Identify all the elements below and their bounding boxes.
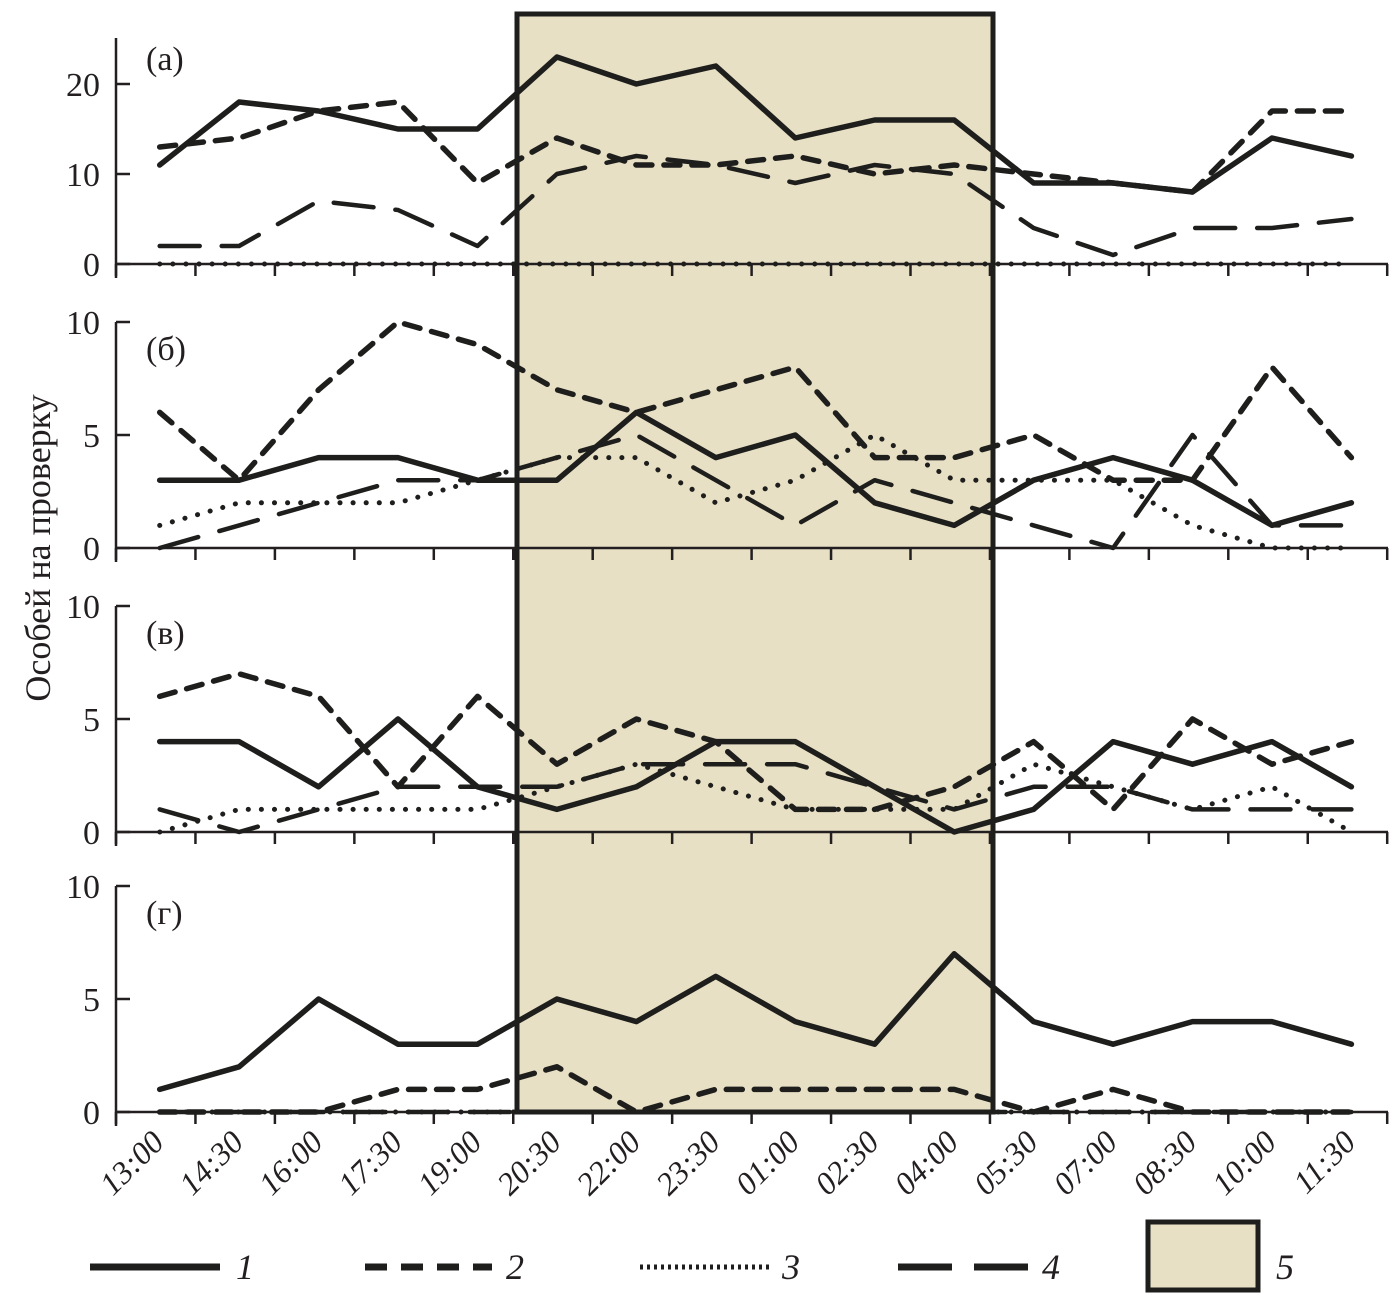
panel-label: (б) [146,331,186,368]
series-1-line [156,409,1355,529]
legend-label: 4 [1042,1247,1060,1287]
series-2-line [156,1064,1355,1115]
x-tick-label: 08:30 [1125,1123,1203,1201]
x-tick-label: 04:00 [887,1123,965,1201]
series-2-line [156,671,1355,813]
night-shaded-region-border [514,11,996,1115]
series-3-line [157,432,1354,551]
legend-item-4: 4 [898,1247,1060,1287]
y-tick-label: 0 [83,531,100,568]
y-tick-label: 0 [83,247,100,284]
x-tick-label: 19:00 [410,1123,488,1201]
x-tick-label: 05:30 [966,1123,1044,1201]
x-tick-label: 20:30 [490,1123,568,1201]
series-2-line [156,99,1355,195]
panel-label: (а) [146,41,184,78]
panel-label: (в) [146,615,185,652]
legend-label: 5 [1276,1247,1294,1287]
legend-label: 1 [236,1247,254,1287]
x-tick-label: 01:00 [728,1123,806,1201]
x-tick-label: 07:00 [1046,1123,1124,1201]
x-tick-label: 23:30 [649,1123,727,1201]
series-2-line [156,319,1355,483]
panel-label: (г) [146,895,183,932]
legend-item-3: 3 [640,1247,800,1287]
x-tick-label: 14:30 [172,1123,250,1201]
y-axis-label: Особей на проверку [18,394,58,701]
x-tick-label: 17:30 [331,1123,409,1201]
legend-label: 2 [506,1247,524,1287]
x-tick-label: 16:00 [251,1123,329,1201]
legend-item-2: 2 [365,1247,524,1287]
y-tick-label: 0 [83,815,100,852]
series-1-line [156,716,1355,835]
y-tick-label: 10 [66,157,100,194]
series-4-line [157,432,1354,551]
y-tick-label: 5 [83,982,100,1019]
legend-item-1: 1 [90,1247,254,1287]
night-shaded-border-layer [514,11,996,1115]
legend-item-5: 5 [1145,1219,1294,1293]
series-4-line [157,761,1354,835]
x-tick-label: 11:30 [1286,1123,1363,1200]
y-tick-label: 10 [66,305,100,342]
legend-label: 3 [781,1247,800,1287]
night-shaded-region [517,14,993,1112]
legend: 1 2 3 4 5 [90,1219,1294,1293]
x-tick-label: 22:00 [569,1123,647,1201]
night-shaded-region-layer [517,14,993,1112]
x-tick-label: 13:00 [92,1123,170,1201]
y-tick-label: 10 [66,589,100,626]
y-tick-label: 0 [83,1095,100,1132]
legend-swatch-shaded [1145,1219,1261,1293]
series-1-line [156,951,1355,1093]
x-tick-label: 10:00 [1205,1123,1283,1201]
y-tick-label: 20 [66,67,100,104]
x-tick-label: 02:30 [807,1123,885,1201]
y-tick-label: 5 [83,418,100,455]
y-tick-label: 10 [66,869,100,906]
series-4-line [157,153,1354,258]
y-tick-label: 5 [83,702,100,739]
